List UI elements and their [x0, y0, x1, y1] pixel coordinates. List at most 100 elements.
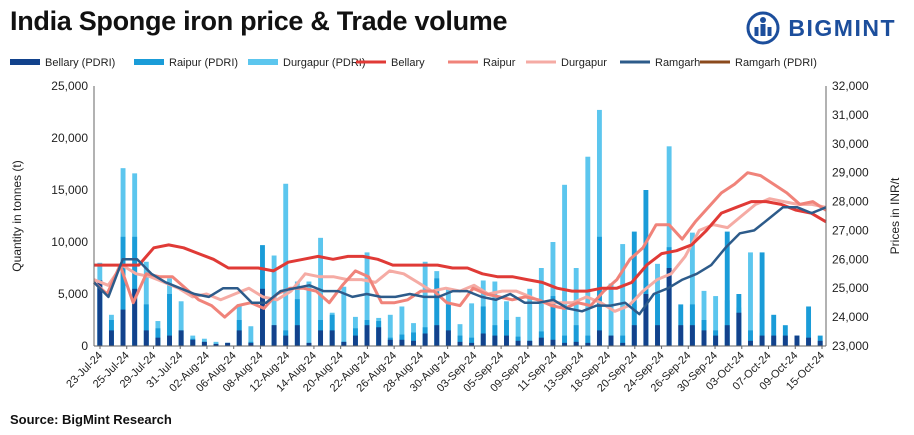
- bar-0-28: [422, 333, 428, 346]
- bar-0-3: [132, 288, 138, 346]
- y2-tick-label-9: 32,000: [832, 79, 869, 93]
- brand-logo: BIGMINT: [746, 8, 896, 48]
- legend-label-1: Raipur (PDRI): [169, 57, 238, 69]
- bar-0-33: [480, 333, 486, 346]
- bar-0-30: [445, 330, 451, 346]
- bar-0-50: [678, 325, 684, 346]
- bar-2-39: [550, 242, 556, 346]
- bar-0-56: [748, 340, 753, 346]
- bar-0-32: [469, 342, 475, 346]
- bar-0-13: [248, 342, 254, 346]
- bar-2-13: [248, 326, 254, 346]
- source-note: Source: BigMint Research: [10, 412, 172, 427]
- line-series-3: [93, 206, 827, 316]
- bar-0-5: [155, 337, 161, 346]
- bigmint-emblem-icon: [746, 11, 780, 45]
- bar-1-56: [748, 330, 753, 346]
- bar-1-4: [143, 304, 149, 346]
- y-tick-label-3: 15,000: [51, 183, 88, 197]
- bar-2-44: [608, 283, 614, 346]
- bar-0-18: [306, 342, 312, 346]
- bar-1-33: [480, 306, 486, 346]
- bar-0-8: [190, 339, 196, 346]
- bar-0-47: [643, 294, 649, 346]
- y2-tick-label-3: 26,000: [832, 252, 869, 266]
- y-tick-label-1: 5,000: [58, 287, 88, 301]
- bar-2-15: [271, 255, 277, 346]
- bar-0-53: [713, 335, 719, 346]
- bar-0-52: [701, 330, 707, 346]
- bar-0-1: [108, 330, 114, 346]
- legend-swatch-2: [248, 59, 278, 65]
- bar-1-35: [504, 320, 509, 346]
- bar-2-49: [666, 146, 672, 346]
- bar-0-11: [225, 342, 231, 346]
- bar-0-26: [399, 339, 405, 346]
- y-tick-label-2: 10,000: [51, 235, 88, 249]
- legend-swatch-0: [10, 59, 40, 65]
- bar-2-38: [538, 268, 544, 346]
- bar-0-62: [817, 340, 823, 346]
- bar-0-14: [260, 288, 265, 346]
- bar-2-41: [573, 268, 579, 346]
- legend-label-0: Bellary (PDRI): [45, 57, 115, 69]
- legend-label-7: Ramgarh (PDRI): [735, 57, 817, 69]
- bar-1-45: [620, 335, 626, 346]
- legend-label-6: Ramgarh: [655, 57, 700, 69]
- bar-0-25: [387, 339, 393, 346]
- bar-0-19: [318, 330, 324, 346]
- y2-tick-label-2: 25,000: [832, 281, 869, 295]
- bar-0-49: [666, 268, 672, 346]
- legend-label-5: Durgapur: [561, 57, 607, 69]
- line-series-1: [93, 171, 827, 319]
- bar-1-5: [155, 328, 161, 346]
- bar-1-31: [457, 335, 463, 346]
- bar-0-46: [631, 325, 637, 346]
- bar-0-58: [771, 335, 777, 346]
- bar-0-21: [341, 341, 347, 346]
- bar-1-30: [445, 304, 451, 346]
- bar-2-43: [596, 109, 602, 346]
- legend-label-2: Durgapur (PDRI): [283, 57, 366, 69]
- bar-0-17: [294, 325, 300, 346]
- bar-1-29: [434, 278, 440, 346]
- bar-0-34: [492, 335, 498, 346]
- legend-label-3: Bellary: [391, 57, 425, 69]
- y2-tick-label-8: 31,000: [832, 108, 869, 122]
- bar-1-43: [596, 236, 602, 346]
- bar-0-43: [596, 330, 602, 346]
- bar-0-44: [608, 335, 614, 346]
- bar-2-37: [527, 288, 533, 346]
- bar-1-27: [411, 332, 416, 346]
- bar-2-28: [422, 261, 428, 346]
- brand-name: BIGMINT: [788, 14, 896, 41]
- legend-swatch-1: [134, 59, 164, 65]
- bar-0-15: [271, 325, 277, 346]
- y2-tick-label-0: 23,000: [832, 339, 869, 353]
- bar-2-56: [748, 252, 753, 346]
- bar-0-0: [97, 280, 103, 346]
- bar-2-52: [701, 290, 707, 346]
- bar-2-45: [620, 244, 626, 346]
- bar-0-40: [562, 342, 568, 346]
- bar-2-31: [457, 324, 463, 346]
- y-tick-label-4: 20,000: [51, 131, 88, 145]
- bar-0-23: [364, 325, 370, 346]
- bar-0-6: [167, 335, 172, 346]
- bar-0-20: [329, 330, 335, 346]
- bar-1-46: [631, 231, 637, 346]
- bar-1-42: [585, 335, 591, 346]
- bar-2-7: [178, 301, 184, 346]
- bar-2-26: [399, 306, 405, 346]
- bar-0-10: [213, 343, 219, 346]
- y2-tick-label-1: 24,000: [832, 310, 869, 324]
- bar-0-27: [411, 340, 416, 346]
- page-title: India Sponge iron price & Trade volume: [10, 6, 508, 36]
- bar-0-12: [236, 330, 242, 346]
- bar-0-59: [782, 335, 788, 346]
- legend-label-4: Raipur: [483, 57, 516, 69]
- bar-0-54: [724, 325, 730, 346]
- bar-0-39: [550, 339, 556, 346]
